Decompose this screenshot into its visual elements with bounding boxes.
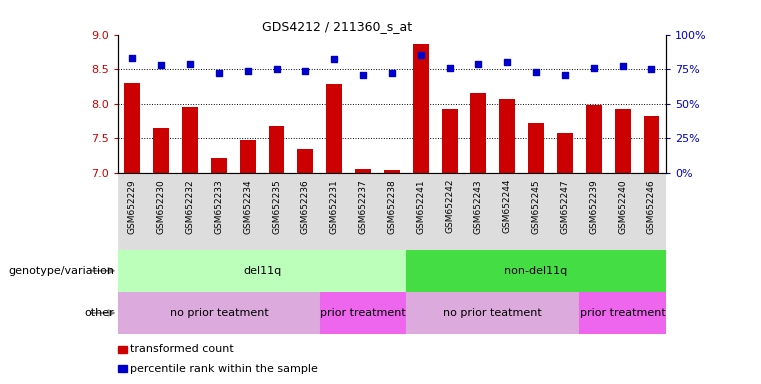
Text: GSM652232: GSM652232 [186, 179, 195, 233]
Bar [637, 173, 666, 250]
Bar [435, 173, 464, 250]
Text: GSM652245: GSM652245 [532, 179, 540, 233]
Bar [579, 173, 608, 250]
Text: non-del11q: non-del11q [505, 266, 568, 276]
Bar [211, 157, 227, 173]
Text: other: other [84, 308, 114, 318]
Point [587, 65, 600, 71]
Bar [298, 149, 314, 173]
Text: GSM652230: GSM652230 [157, 179, 166, 234]
Point [242, 68, 254, 74]
Point [270, 66, 282, 72]
Bar [499, 99, 515, 173]
Bar [269, 126, 285, 173]
Point [155, 62, 167, 68]
Point [444, 65, 456, 71]
Bar [118, 250, 406, 292]
Text: GSM652239: GSM652239 [589, 179, 598, 234]
Point [645, 66, 658, 72]
Point [559, 71, 571, 78]
Point [473, 61, 485, 67]
Point [501, 59, 514, 65]
Bar [412, 43, 428, 173]
Bar [586, 105, 602, 173]
Text: GSM652234: GSM652234 [244, 179, 252, 233]
Bar [118, 292, 320, 334]
Text: GSM652246: GSM652246 [647, 179, 656, 233]
Point [357, 71, 369, 78]
Bar [406, 173, 435, 250]
Bar [615, 109, 631, 173]
Text: genotype/variation: genotype/variation [8, 266, 114, 276]
Text: GSM652229: GSM652229 [128, 179, 137, 233]
Bar [550, 173, 579, 250]
Bar [528, 123, 544, 173]
Bar [262, 173, 291, 250]
Text: GSM652241: GSM652241 [416, 179, 425, 233]
Bar [377, 173, 406, 250]
Text: GSM652236: GSM652236 [301, 179, 310, 234]
Text: GSM652243: GSM652243 [474, 179, 483, 233]
Bar [182, 107, 198, 173]
Point [415, 52, 427, 58]
Point [126, 55, 139, 61]
Text: GSM652240: GSM652240 [618, 179, 627, 233]
Bar [522, 173, 550, 250]
Bar [176, 173, 205, 250]
Text: GSM652233: GSM652233 [215, 179, 224, 234]
Text: GSM652235: GSM652235 [272, 179, 281, 234]
Bar [326, 84, 342, 173]
Point [328, 56, 340, 63]
Bar [320, 292, 406, 334]
Bar [118, 173, 147, 250]
Text: no prior teatment: no prior teatment [170, 308, 269, 318]
Title: GDS4212 / 211360_s_at: GDS4212 / 211360_s_at [262, 20, 412, 33]
Bar [291, 173, 320, 250]
Text: prior treatment: prior treatment [320, 308, 406, 318]
Text: transformed count: transformed count [130, 344, 234, 354]
Bar [320, 173, 349, 250]
Bar [234, 173, 262, 250]
Bar [557, 133, 573, 173]
Point [184, 61, 196, 67]
Bar [240, 140, 256, 173]
Bar [406, 250, 666, 292]
Point [616, 63, 629, 70]
Text: GSM652247: GSM652247 [560, 179, 569, 233]
Bar [153, 128, 169, 173]
Text: GSM652231: GSM652231 [330, 179, 339, 234]
Bar [470, 93, 486, 173]
Text: percentile rank within the sample: percentile rank within the sample [130, 364, 318, 374]
Text: del11q: del11q [243, 266, 282, 276]
Text: GSM652237: GSM652237 [358, 179, 368, 234]
Bar [349, 173, 377, 250]
Point [299, 68, 311, 74]
Bar [493, 173, 522, 250]
Bar [406, 292, 579, 334]
Bar [608, 173, 637, 250]
Bar [464, 173, 493, 250]
Bar [205, 173, 234, 250]
Text: no prior teatment: no prior teatment [444, 308, 543, 318]
Bar [441, 109, 457, 173]
Bar [125, 83, 140, 173]
Point [213, 70, 225, 76]
Point [386, 70, 398, 76]
Text: GSM652242: GSM652242 [445, 179, 454, 233]
Bar [644, 116, 659, 173]
Bar [147, 173, 176, 250]
Bar [579, 292, 666, 334]
Bar [355, 169, 371, 173]
Point [530, 69, 542, 75]
Text: prior treatment: prior treatment [580, 308, 665, 318]
Text: GSM652238: GSM652238 [387, 179, 396, 234]
Bar [384, 170, 400, 173]
Text: GSM652244: GSM652244 [503, 179, 511, 233]
